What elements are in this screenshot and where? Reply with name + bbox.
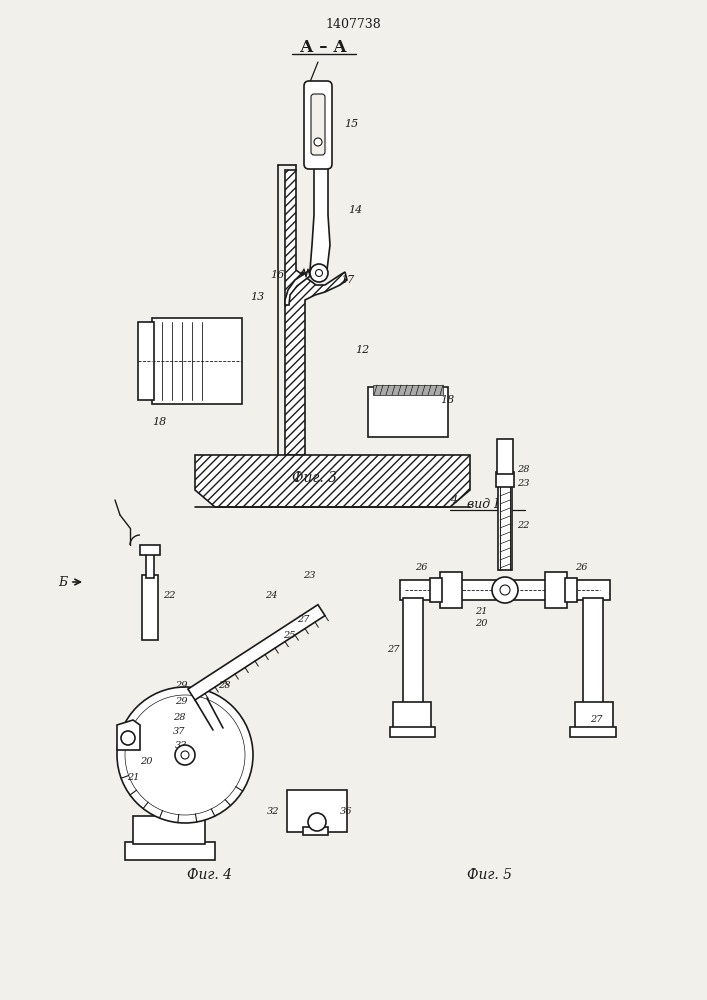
Text: 20: 20 (140, 758, 153, 766)
Bar (565, 578, 577, 602)
Circle shape (314, 138, 322, 146)
Circle shape (121, 731, 135, 745)
Text: 37: 37 (173, 728, 185, 736)
Text: 12: 12 (355, 345, 369, 355)
Bar (403, 598, 423, 705)
Polygon shape (195, 455, 470, 507)
Text: Фиг. 3: Фиг. 3 (293, 471, 337, 485)
Bar (393, 702, 431, 730)
Text: 29: 29 (175, 698, 187, 706)
Text: 23: 23 (303, 570, 315, 580)
Text: 20: 20 (475, 619, 488, 629)
Text: 21: 21 (127, 772, 139, 782)
Circle shape (181, 751, 189, 759)
Text: 27: 27 (590, 716, 602, 724)
Text: 24: 24 (265, 590, 278, 599)
Bar (497, 439, 513, 474)
Text: 32: 32 (267, 808, 279, 816)
Text: 29: 29 (175, 680, 187, 690)
Circle shape (315, 269, 322, 276)
Polygon shape (285, 270, 310, 305)
FancyBboxPatch shape (311, 94, 325, 155)
Bar (138, 322, 154, 400)
Text: 25: 25 (283, 631, 296, 640)
Text: 13: 13 (250, 292, 264, 302)
Bar (583, 598, 603, 705)
Text: 26: 26 (415, 564, 428, 572)
Bar (152, 318, 242, 404)
Bar (545, 572, 567, 608)
Text: 1407738: 1407738 (325, 18, 381, 31)
Text: 18: 18 (440, 395, 455, 405)
Circle shape (310, 264, 328, 282)
Bar (575, 702, 613, 730)
Bar (498, 485, 512, 570)
Bar (496, 472, 514, 487)
Circle shape (492, 577, 518, 603)
Text: 21: 21 (475, 607, 488, 616)
Bar (125, 842, 215, 860)
Text: вид Б: вид Б (467, 498, 503, 512)
Circle shape (308, 813, 326, 831)
Text: 23: 23 (517, 479, 530, 488)
Bar (400, 580, 610, 600)
Bar (430, 578, 442, 602)
Text: 28: 28 (517, 466, 530, 475)
Bar (133, 816, 205, 844)
Text: 26: 26 (575, 564, 588, 572)
Text: 36: 36 (340, 808, 353, 816)
Polygon shape (188, 605, 325, 700)
Text: 28: 28 (173, 714, 185, 722)
FancyBboxPatch shape (304, 81, 332, 169)
Text: Фиг. 4: Фиг. 4 (187, 868, 233, 882)
Polygon shape (285, 170, 347, 455)
Text: 18: 18 (152, 417, 166, 427)
Bar (146, 553, 154, 578)
Bar (373, 385, 443, 395)
Text: Фиг. 5: Фиг. 5 (467, 868, 513, 882)
Polygon shape (310, 164, 330, 273)
Bar (303, 827, 328, 835)
Text: 17: 17 (340, 275, 354, 285)
Text: 22: 22 (517, 520, 530, 530)
Circle shape (500, 585, 510, 595)
Bar (287, 790, 347, 832)
Text: 28: 28 (218, 680, 230, 690)
Text: 22: 22 (163, 590, 175, 599)
Text: Б: Б (58, 576, 67, 588)
Bar (140, 545, 160, 555)
Text: 14: 14 (348, 205, 362, 215)
Text: 16: 16 (270, 270, 284, 280)
Text: 33: 33 (175, 740, 187, 750)
Polygon shape (117, 720, 140, 750)
Bar (390, 727, 435, 737)
Bar (368, 387, 448, 437)
Bar (440, 572, 462, 608)
Bar (570, 727, 616, 737)
Text: 27: 27 (297, 615, 310, 624)
Circle shape (175, 745, 195, 765)
Text: 4: 4 (450, 495, 457, 505)
Text: 27: 27 (387, 646, 399, 654)
Circle shape (117, 687, 253, 823)
Text: А – А: А – А (300, 39, 346, 56)
Bar (142, 575, 158, 640)
Text: 15: 15 (344, 119, 358, 129)
